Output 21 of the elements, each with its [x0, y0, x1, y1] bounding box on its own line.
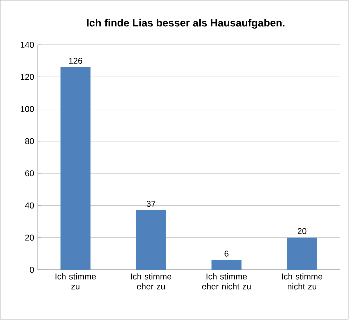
- x-tick-label: Ich stimme eher zu: [131, 274, 172, 290]
- y-tick-label: 140: [20, 42, 34, 48]
- y-tick-label: 60: [26, 170, 34, 177]
- y-tick-label: 0: [30, 267, 34, 273]
- x-tick-label: Ich stimme zu: [56, 274, 96, 290]
- y-tick-label: 40: [25, 202, 34, 209]
- y-tick-label: 100: [20, 106, 34, 112]
- data-label: 6: [224, 250, 229, 257]
- bar: [287, 238, 318, 270]
- bar: [212, 260, 242, 270]
- bar: [60, 67, 91, 270]
- y-tick-label: 20: [25, 234, 34, 241]
- data-label: 20: [298, 228, 307, 234]
- y-tick-label: 80: [25, 138, 34, 144]
- data-label: 37: [146, 201, 156, 208]
- x-tick-label: Ich stimme eher nicht zu: [202, 274, 251, 290]
- chart-title: Ich finde Lias besser als Hausaufgaben.: [87, 19, 285, 29]
- y-tick-label: 120: [20, 74, 34, 80]
- bar: [136, 210, 166, 270]
- x-tick-label: Ich stimme nicht zu: [282, 274, 323, 290]
- data-label: 126: [69, 58, 82, 64]
